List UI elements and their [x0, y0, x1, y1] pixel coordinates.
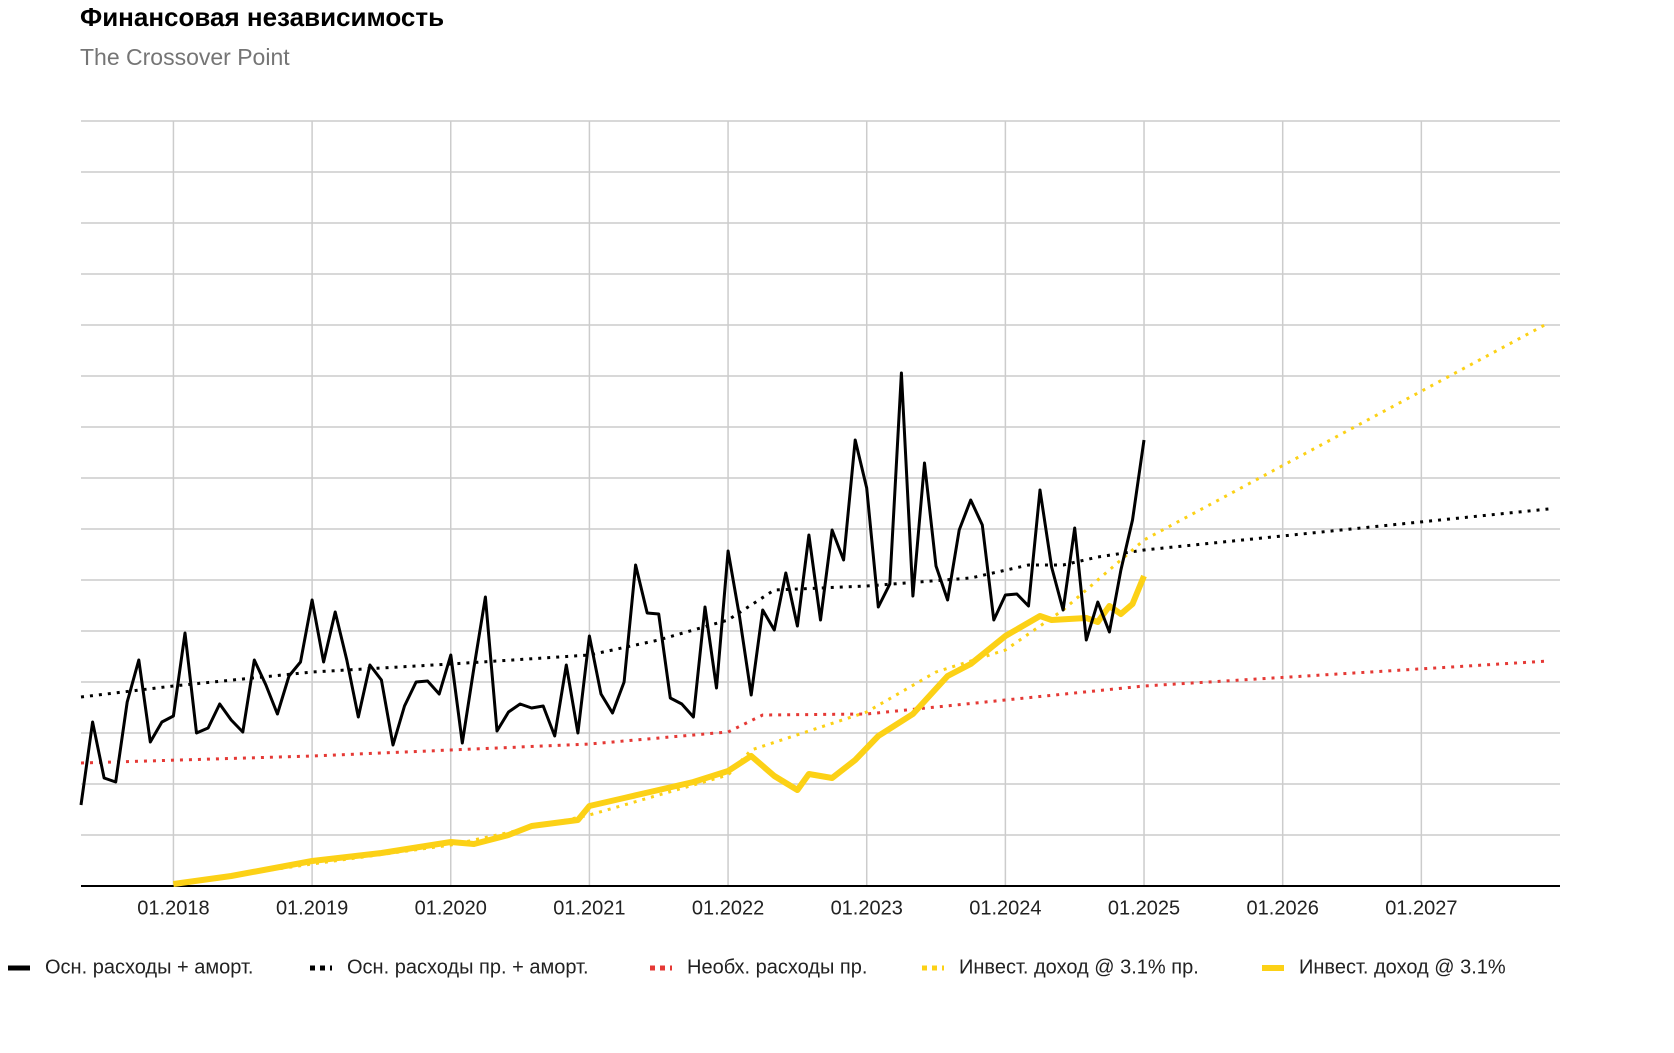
series-line [172, 574, 1147, 887]
legend-label: Осн. расходы пр. + аморт. [347, 956, 589, 978]
x-tick-label: 01.2021 [553, 897, 625, 919]
series-line [173, 321, 1550, 886]
legend-label: Необх. расходы пр. [687, 956, 867, 978]
series-line [80, 507, 1549, 699]
chart-title: Финансовая независимость [80, 2, 444, 32]
legend-label: Инвест. доход @ 3.1% пр. [959, 956, 1199, 978]
x-tick-label: 01.2026 [1247, 897, 1319, 919]
x-tick-label: 01.2024 [969, 897, 1041, 919]
chart-subtitle: The Crossover Point [80, 44, 290, 70]
series-line [80, 659, 1549, 765]
x-tick-label: 01.2022 [692, 897, 764, 919]
x-tick-label: 01.2019 [276, 897, 348, 919]
legend-label: Инвест. доход @ 3.1% [1299, 956, 1506, 978]
x-tick-label: 01.2027 [1385, 897, 1457, 919]
series-line [79, 371, 1146, 806]
x-tick-label: 01.2023 [831, 897, 903, 919]
legend-label: Осн. расходы + аморт. [45, 956, 253, 978]
x-tick-label: 01.2018 [137, 897, 209, 919]
x-tick-label: 01.2020 [415, 897, 487, 919]
x-tick-label: 01.2025 [1108, 897, 1180, 919]
